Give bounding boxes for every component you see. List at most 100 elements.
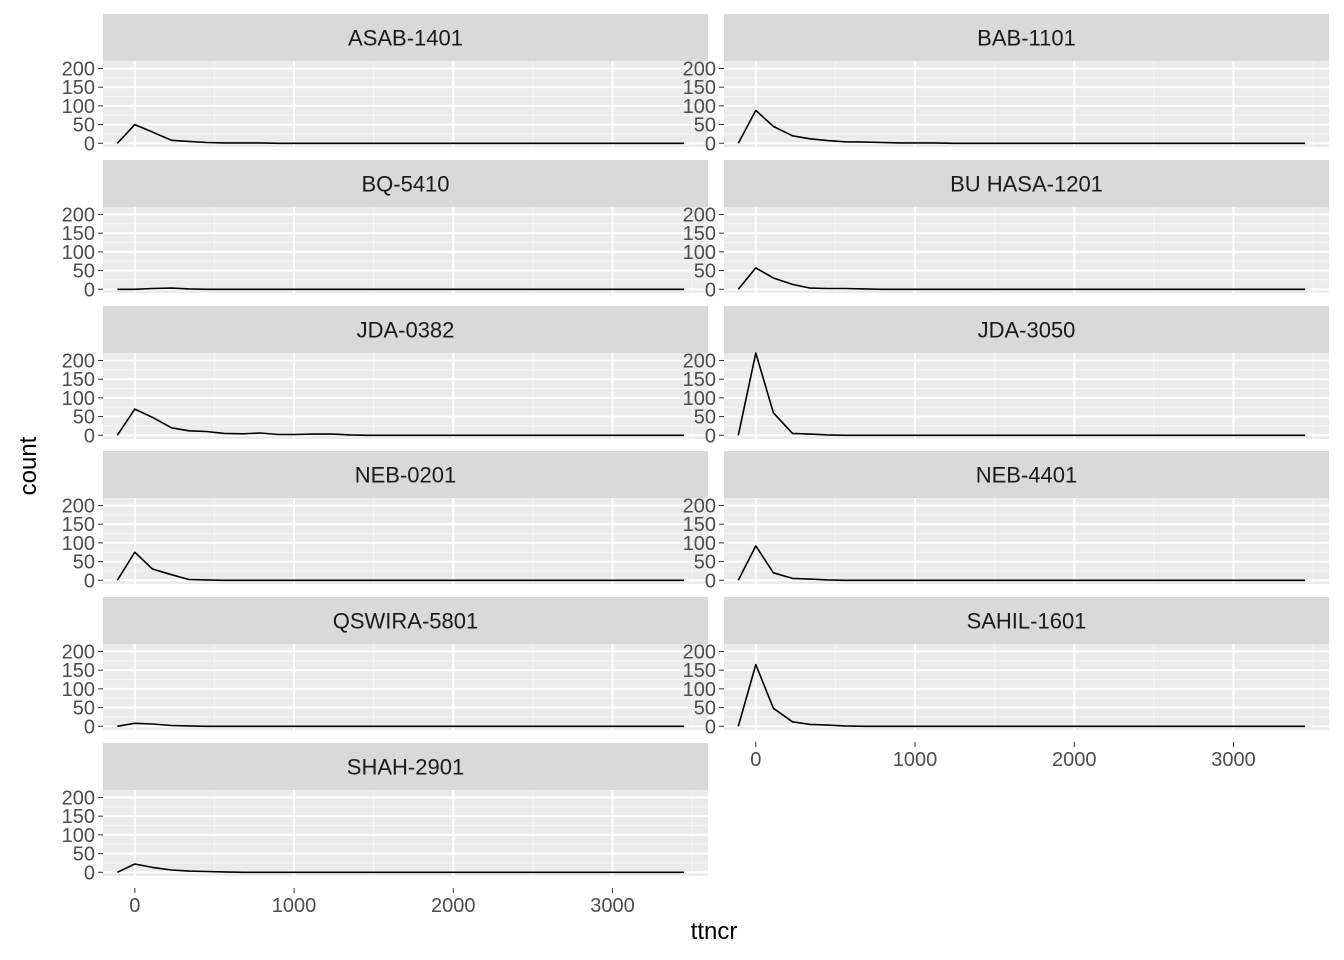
y-tick-label: 50 [694, 407, 716, 429]
facet-strip-label: ASAB-1401 [348, 26, 463, 51]
y-tick-label: 0 [84, 133, 95, 155]
series-line [116, 123, 685, 145]
y-tick-label: 200 [62, 204, 95, 226]
x-tick-label: 2000 [1052, 749, 1097, 771]
panel-background [103, 498, 708, 584]
x-tick-label: 2000 [431, 895, 476, 917]
y-tick-label: 200 [683, 495, 716, 517]
y-tick-label: 100 [683, 242, 716, 264]
y-tick-label: 150 [683, 223, 716, 245]
y-tick-label: 200 [62, 787, 95, 809]
y-tick-label: 200 [683, 641, 716, 663]
y-tick-label: 50 [694, 261, 716, 283]
y-tick-label: 100 [683, 679, 716, 701]
y-tick-label: 150 [62, 660, 95, 682]
panel-background [724, 353, 1329, 439]
facet-strip-label: NEB-0201 [355, 463, 457, 488]
y-tick-label: 200 [683, 58, 716, 80]
y-tick-label: 0 [705, 570, 716, 592]
facet-strip-label: SAHIL-1601 [967, 609, 1087, 634]
x-tick-label: 0 [750, 749, 761, 771]
facet-strip [724, 597, 1329, 644]
x-axis: 0 1000 2000 3000 [129, 888, 635, 917]
facet-strip [724, 160, 1329, 207]
y-tick-label: 100 [62, 679, 95, 701]
series-line [737, 545, 1306, 582]
y-tick-label: 0 [84, 862, 95, 884]
y-tick-label: 150 [62, 369, 95, 391]
x-tick-label: 1000 [893, 749, 938, 771]
y-tick-label: 100 [683, 96, 716, 118]
facet-strip [103, 597, 708, 644]
facet-strip [103, 306, 708, 353]
x-axis: 0 1000 2000 3000 [750, 742, 1256, 771]
y-tick-label: 50 [694, 698, 716, 720]
panel-background [103, 644, 708, 730]
y-axis-title: count [15, 436, 42, 495]
series-line [116, 863, 685, 874]
facet-strip [724, 451, 1329, 498]
facet-strip-label: NEB-4401 [976, 463, 1078, 488]
y-tick-label: 150 [683, 369, 716, 391]
series-line [737, 352, 1306, 437]
y-tick-label: 200 [62, 350, 95, 372]
y-tick-label: 50 [694, 115, 716, 137]
series-line [737, 109, 1306, 145]
y-tick-label: 0 [705, 425, 716, 447]
panel-background [724, 61, 1329, 147]
y-tick-label: 0 [84, 570, 95, 592]
panel-background [724, 498, 1329, 584]
x-tick-label: 0 [129, 895, 140, 917]
y-tick-label: 50 [73, 698, 95, 720]
panel-background [103, 207, 708, 293]
y-tick-label: 50 [73, 552, 95, 574]
series-line [737, 267, 1306, 291]
y-tick-label: 50 [73, 844, 95, 866]
series-line [117, 287, 685, 291]
y-tick-label: 200 [62, 641, 95, 663]
series-line [116, 551, 685, 582]
y-tick-label: 150 [683, 514, 716, 536]
facet-strip [103, 160, 708, 207]
y-tick-label: 200 [683, 350, 716, 372]
y-tick-label: 0 [84, 716, 95, 738]
facet-strip [103, 451, 708, 498]
facet-strip [724, 306, 1329, 353]
y-tick-label: 50 [694, 552, 716, 574]
y-tick-label: 0 [84, 279, 95, 301]
facet-strip-label: SHAH-2901 [347, 755, 464, 780]
y-tick-label: 150 [683, 660, 716, 682]
y-tick-label: 0 [705, 716, 716, 738]
y-tick-label: 150 [62, 514, 95, 536]
panel-background [103, 353, 708, 439]
x-axis-title: ttncr [691, 918, 738, 945]
series-line [116, 408, 685, 437]
y-tick-label: 200 [683, 204, 716, 226]
panel-background [103, 61, 708, 147]
y-tick-label: 150 [62, 223, 95, 245]
panel-background [724, 644, 1329, 730]
facet-strip-label: JDA-0382 [357, 318, 455, 343]
facet-strip [724, 14, 1329, 61]
x-tick-label: 1000 [272, 895, 317, 917]
panel-background [103, 790, 708, 876]
y-tick-label: 200 [62, 495, 95, 517]
facet-strip-label: BQ-5410 [361, 172, 449, 197]
y-tick-label: 50 [73, 261, 95, 283]
y-tick-label: 0 [705, 133, 716, 155]
x-tick-label: 3000 [1211, 749, 1256, 771]
facet-strip-label: BU HASA-1201 [950, 172, 1103, 197]
facet-strip [103, 743, 708, 790]
